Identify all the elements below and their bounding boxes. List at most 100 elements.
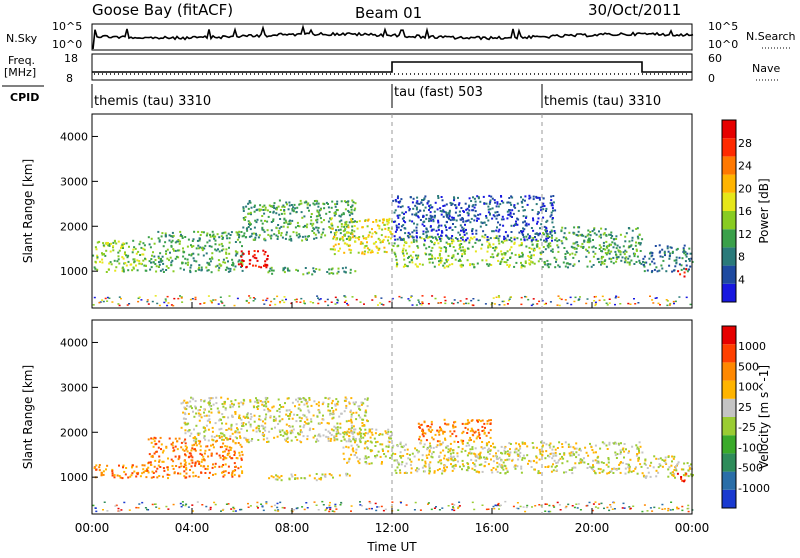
power-echo-pixel	[270, 237, 273, 240]
velocity-echo-pixel	[280, 475, 283, 477]
velocity-ground-pixel	[313, 501, 316, 503]
power-echo-pixel	[243, 218, 246, 221]
power-ground-pixel	[180, 296, 183, 298]
power-echo-pixel	[451, 240, 454, 243]
power-echo-pixel	[374, 231, 377, 233]
velocity-echo-pixel	[188, 452, 191, 455]
power-echo-pixel	[579, 233, 582, 236]
velocity-colorbar-swatch-3	[722, 435, 736, 454]
velocity-echo-pixel	[183, 465, 185, 468]
power-ground-pixel	[520, 303, 523, 306]
power-colorbar-swatch-3	[722, 229, 736, 248]
velocity-echo-pixel	[231, 416, 234, 418]
power-echo-pixel	[438, 252, 441, 255]
velocity-echo-pixel	[600, 461, 603, 464]
velocity-echo-pixel	[456, 452, 459, 455]
power-echo-pixel	[342, 239, 345, 242]
velocity-ground-pixel	[531, 506, 533, 508]
power-echo-pixel	[681, 257, 684, 260]
velocity-echo-pixel	[168, 474, 171, 476]
power-echo-pixel	[277, 229, 280, 232]
power-echo-pixel	[230, 231, 233, 234]
power-echo-pixel	[135, 252, 138, 255]
power-echo-pixel	[610, 243, 612, 246]
velocity-echo-pixel	[282, 405, 285, 408]
power-ground-pixel	[570, 303, 573, 306]
velocity-echo-pixel	[233, 450, 236, 453]
power-echo-pixel	[415, 226, 418, 229]
power-echo-pixel	[536, 243, 539, 245]
power-echo-pixel	[179, 267, 182, 270]
power-echo-pixel	[639, 242, 642, 245]
power-echo-pixel	[266, 254, 269, 257]
velocity-echo-pixel	[277, 423, 280, 425]
power-echo-pixel	[157, 255, 160, 258]
power-echo-pixel	[398, 223, 400, 226]
power-echo-pixel	[598, 235, 601, 238]
velocity-ground-pixel	[114, 505, 117, 507]
velocity-echo-pixel	[452, 464, 455, 467]
velocity-echo-pixel	[461, 441, 464, 444]
power-echo-pixel	[574, 253, 577, 256]
power-echo-pixel	[449, 245, 452, 248]
velocity-echo-pixel	[259, 400, 262, 403]
velocity-echo-pixel	[452, 455, 455, 458]
power-echo-pixel	[592, 250, 595, 253]
velocity-echo-pixel	[415, 449, 418, 452]
velocity-echo-pixel	[232, 440, 235, 443]
power-echo-pixel	[463, 240, 466, 243]
velocity-echo-pixel	[313, 477, 316, 480]
velocity-echo-pixel	[279, 433, 282, 436]
velocity-ground-pixel	[544, 510, 547, 512]
velocity-echo-pixel	[334, 403, 337, 406]
velocity-echo-pixel	[550, 470, 553, 473]
power-echo-pixel	[551, 248, 554, 251]
power-echo-pixel	[214, 248, 217, 251]
power-echo-pixel	[181, 262, 184, 265]
power-echo-pixel	[128, 245, 130, 248]
velocity-echo-pixel	[302, 413, 305, 416]
power-echo-pixel	[458, 210, 461, 213]
velocity-echo-pixel	[514, 448, 517, 451]
power-echo-pixel	[416, 236, 418, 239]
velocity-echo-pixel	[278, 408, 281, 410]
velocity-echo-pixel	[371, 428, 374, 431]
velocity-echo-pixel	[329, 409, 332, 412]
velocity-echo-pixel	[442, 432, 445, 435]
power-echo-pixel	[393, 242, 396, 245]
power-echo-pixel	[261, 226, 264, 229]
power-echo-pixel	[539, 206, 542, 209]
velocity-ground-pixel	[325, 508, 328, 511]
power-echo-pixel	[165, 269, 168, 271]
power-echo-pixel	[150, 261, 152, 264]
power-echo-pixel	[538, 198, 541, 201]
power-echo-pixel	[488, 242, 491, 245]
power-echo-pixel	[327, 203, 329, 205]
power-echo-pixel	[360, 241, 363, 244]
power-echo-pixel	[113, 239, 116, 242]
velocity-echo-pixel	[226, 397, 229, 400]
velocity-echo-pixel	[327, 403, 330, 406]
power-echo-pixel	[558, 239, 561, 242]
velocity-ground-pixel	[565, 505, 568, 508]
velocity-echo-pixel	[641, 472, 644, 475]
velocity-echo-pixel	[645, 475, 648, 478]
velocity-echo-pixel	[203, 436, 206, 439]
velocity-echo-pixel	[199, 440, 202, 443]
power-echo-pixel	[236, 238, 239, 241]
velocity-echo-pixel	[327, 439, 330, 442]
power-echo-pixel	[123, 262, 126, 265]
power-echo-pixel	[222, 248, 225, 251]
power-echo-pixel	[434, 214, 436, 217]
power-echo-pixel	[454, 211, 457, 214]
velocity-ground-pixel	[185, 503, 188, 505]
power-echo-pixel	[419, 209, 422, 212]
power-echo-pixel	[592, 239, 594, 241]
power-ground-pixel	[318, 298, 321, 301]
velocity-echo-pixel	[486, 443, 489, 446]
power-echo-pixel	[154, 263, 157, 265]
power-echo-pixel	[388, 217, 391, 220]
velocity-echo-pixel	[469, 436, 472, 439]
power-echo-pixel	[206, 232, 209, 235]
power-echo-pixel	[631, 236, 634, 239]
